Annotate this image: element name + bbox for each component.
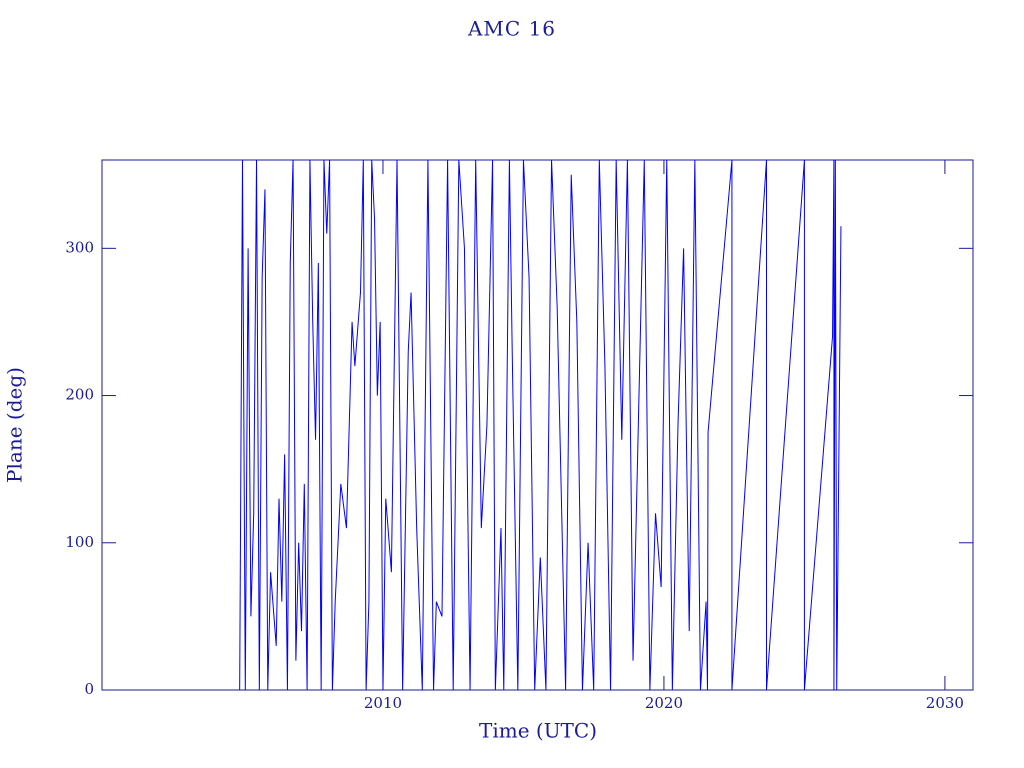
y-tick-label: 300 — [65, 238, 94, 256]
y-tick-label: 100 — [65, 533, 94, 551]
chart-title: AMC 16 — [467, 17, 556, 41]
y-tick-label: 200 — [65, 386, 94, 404]
y-tick-label: 0 — [84, 680, 94, 698]
y-axis-label: Plane (deg) — [3, 367, 27, 483]
series-line — [239, 159, 842, 691]
x-tick-label: 2020 — [645, 694, 683, 712]
plot-frame — [101, 159, 974, 691]
x-tick-label: 2030 — [926, 694, 964, 712]
x-tick-label: 2010 — [364, 694, 402, 712]
x-axis-label: Time (UTC) — [479, 719, 597, 743]
